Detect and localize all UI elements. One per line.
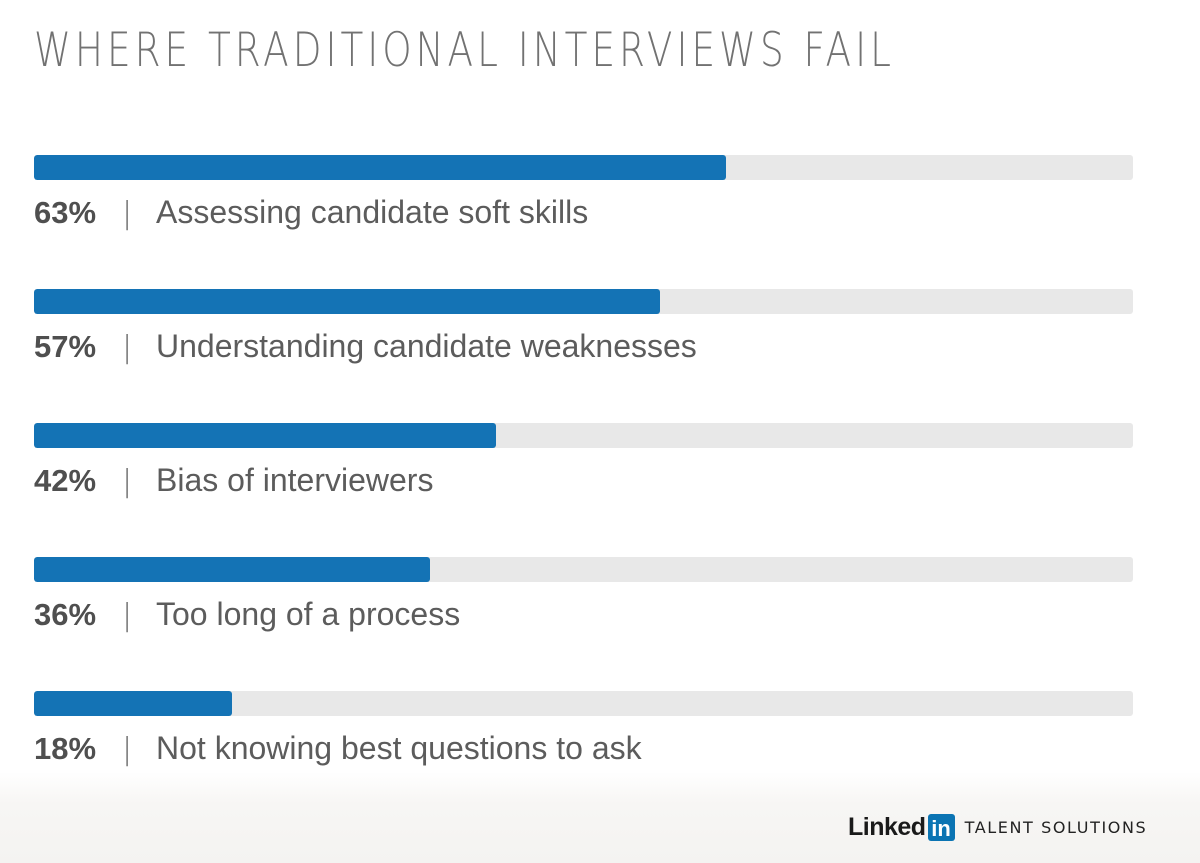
logo-tagline: TALENT SOLUTIONS <box>964 817 1148 837</box>
bar-track <box>34 691 1133 716</box>
label-separator: | <box>122 464 133 499</box>
bar-track <box>34 289 1133 314</box>
footer-band <box>0 772 1200 863</box>
value-label: 42% <box>34 463 97 498</box>
bar-label-row: 63% | Assessing candidate soft skills <box>34 192 588 232</box>
category-label: Assessing candidate soft skills <box>156 194 589 230</box>
bar <box>34 289 661 314</box>
bar <box>34 691 232 716</box>
chart-title: WHERE TRADITIONAL INTERVIEWS FAIL <box>34 23 895 78</box>
logo-in-box: in <box>927 813 955 841</box>
label-separator: | <box>122 196 133 231</box>
bar <box>34 423 496 448</box>
value-label: 36% <box>34 597 97 632</box>
logo-wordmark: Linked <box>848 812 926 841</box>
category-label: Not knowing best questions to ask <box>156 730 642 766</box>
value-label: 18% <box>34 731 97 766</box>
category-label: Bias of interviewers <box>156 462 434 498</box>
bar <box>34 557 430 582</box>
category-label: Understanding candidate weaknesses <box>156 328 697 364</box>
label-separator: | <box>122 732 133 767</box>
bar-label-row: 57% | Understanding candidate weaknesses <box>34 326 697 366</box>
bar-label-row: 36% | Too long of a process <box>34 594 460 634</box>
bar-label-row: 18% | Not knowing best questions to ask <box>34 728 642 768</box>
linkedin-talent-solutions-logo: Linked in TALENT SOLUTIONS <box>848 811 1147 843</box>
value-label: 63% <box>34 195 97 230</box>
bar-track <box>34 557 1133 582</box>
bar-track <box>34 423 1133 448</box>
bar-track <box>34 155 1133 180</box>
bar <box>34 155 727 180</box>
category-label: Too long of a process <box>156 596 461 632</box>
value-label: 57% <box>34 329 97 364</box>
bar-label-row: 42% | Bias of interviewers <box>34 460 433 500</box>
label-separator: | <box>122 598 133 633</box>
label-separator: | <box>122 330 133 365</box>
